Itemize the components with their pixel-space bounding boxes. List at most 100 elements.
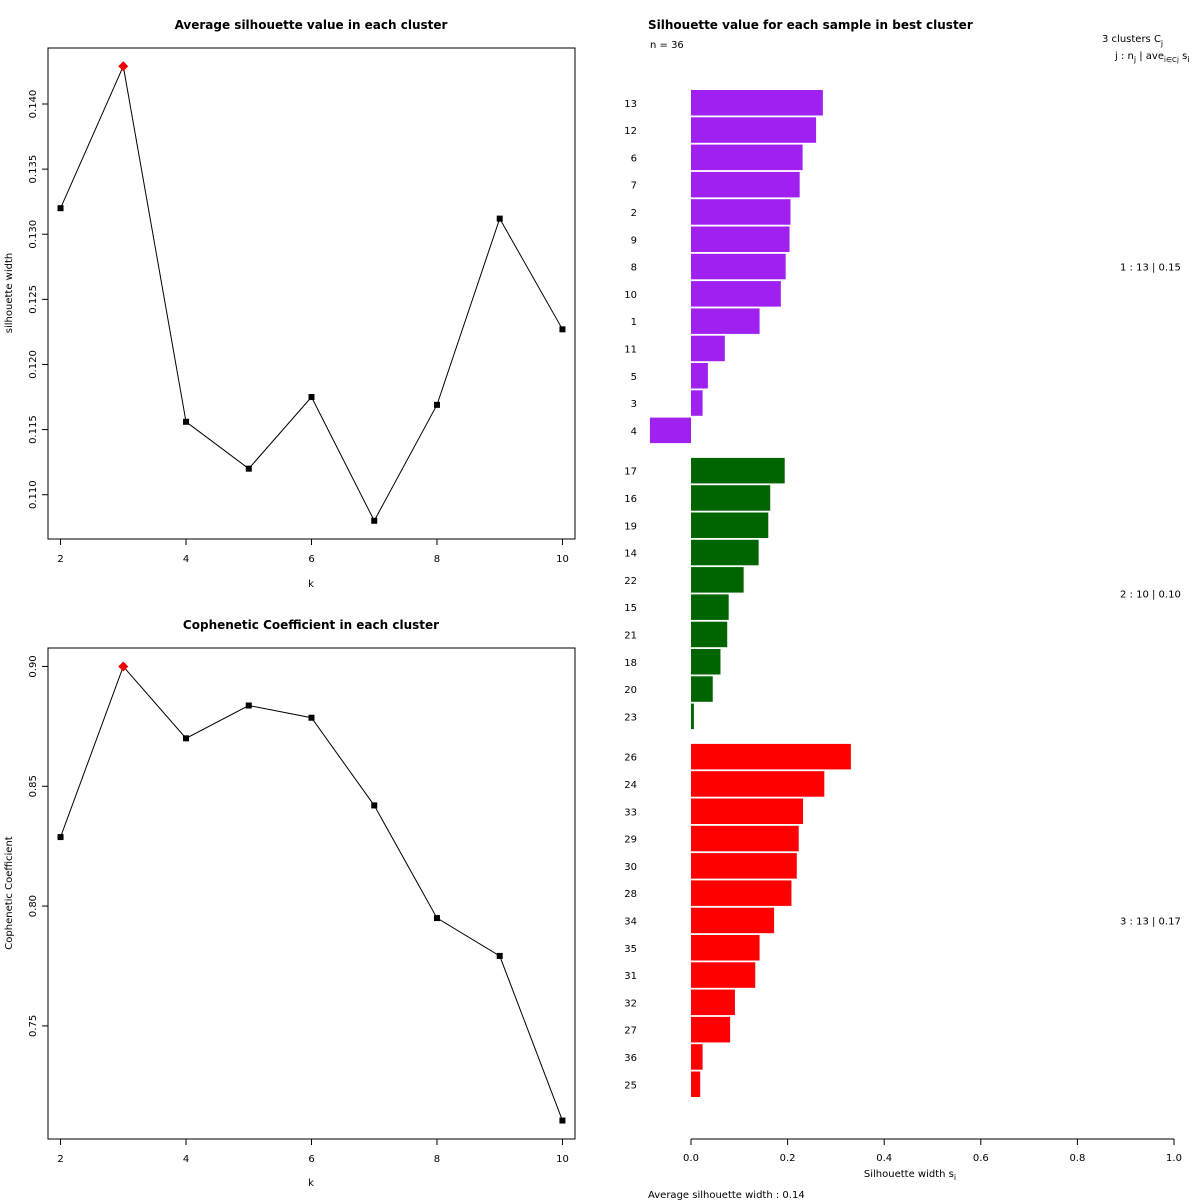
- silhouette-bar: [691, 1016, 731, 1043]
- data-point: [433, 915, 440, 922]
- silhouette-bar: [691, 90, 823, 116]
- sample-label: 22: [624, 576, 637, 587]
- x-tick-label: 8: [434, 554, 440, 565]
- data-point: [559, 1117, 566, 1124]
- sample-label: 19: [624, 521, 637, 532]
- silhouette-bar: [691, 743, 851, 770]
- silhouette-bar: [691, 567, 744, 593]
- data-point: [433, 401, 440, 408]
- cophenetic-x-label: k: [308, 1178, 314, 1189]
- silhouette-bar: [691, 335, 725, 362]
- data-point: [57, 834, 64, 841]
- sample-label: 7: [631, 181, 637, 192]
- series-line: [60, 64, 563, 522]
- data-point: [496, 952, 503, 959]
- x-tick-label: 4: [183, 1154, 189, 1165]
- y-tick-label: 0.130: [28, 220, 39, 249]
- silhouette-bar: [691, 485, 771, 511]
- y-tick-label: 0.120: [28, 350, 39, 379]
- silhouette-bar: [691, 117, 817, 143]
- silhouette-bar: [691, 1044, 703, 1070]
- x-tick-label: 2: [57, 1154, 63, 1165]
- sample-label: 14: [624, 549, 637, 560]
- data-point: [245, 465, 252, 472]
- silhouette-bar: [691, 825, 799, 852]
- silhouette-line-chart: Average silhouette value in each cluster…: [4, 18, 576, 590]
- cophenetic-series: [57, 661, 566, 1124]
- sample-label: 30: [624, 862, 637, 873]
- series-line: [60, 665, 563, 1121]
- silhouette-bar: [691, 907, 775, 934]
- cophenetic-y-label: Cophenetic Coefficient: [4, 836, 15, 949]
- silhouette-bar: [691, 880, 792, 906]
- silhouette-bar: [691, 771, 825, 797]
- sample-label: 32: [624, 998, 637, 1009]
- sample-label: 26: [624, 753, 637, 764]
- x-tick-label: 8: [434, 1154, 440, 1165]
- cophenetic-line-chart: Cophenetic Coefficient in each cluster 2…: [4, 618, 576, 1189]
- bar-x-tick-label: 0.8: [1069, 1153, 1085, 1164]
- y-tick-label: 0.135: [28, 155, 39, 184]
- sample-label: 16: [624, 494, 637, 505]
- y-tick-label: 0.140: [28, 90, 39, 119]
- sample-label: 20: [624, 685, 637, 696]
- sample-label: 8: [631, 263, 637, 274]
- silhouette-bar: [691, 798, 804, 824]
- silhouette-y-label: silhouette width: [4, 253, 15, 333]
- bar-chart-title: Silhouette value for each sample in best…: [648, 18, 973, 32]
- silhouette-bar: [691, 308, 760, 334]
- sample-label: 23: [624, 712, 637, 723]
- sample-label: 10: [624, 290, 637, 301]
- silhouette-x-label: k: [308, 579, 314, 590]
- silhouette-bar: [691, 390, 703, 416]
- sample-label: 29: [624, 835, 637, 846]
- bar-x-tick-label: 0.0: [683, 1153, 699, 1164]
- data-point: [371, 517, 378, 524]
- legend-header-columns: j : nj | avei∈Cj si: [1114, 51, 1190, 64]
- data-point: [57, 205, 64, 212]
- silhouette-bar: [691, 989, 735, 1016]
- best-k-marker: [118, 61, 129, 72]
- bar-x-tick-label: 1.0: [1166, 1153, 1182, 1164]
- legend-header-clusters: 3 clusters Cj: [1102, 34, 1163, 48]
- silhouette-x-axis: 2 4 6 8 10: [57, 538, 569, 565]
- sample-label: 11: [624, 344, 637, 355]
- y-tick-label: 0.75: [28, 1015, 39, 1037]
- cophenetic-chart-title: Cophenetic Coefficient in each cluster: [183, 618, 439, 632]
- y-tick-label: 0.125: [28, 285, 39, 314]
- sample-label: 2: [631, 208, 637, 219]
- y-tick-label: 0.80: [28, 895, 39, 917]
- x-tick-label: 6: [308, 1154, 314, 1165]
- x-tick-label: 6: [308, 554, 314, 565]
- data-point: [245, 702, 252, 709]
- sample-label: 4: [631, 426, 637, 437]
- sample-label: 1: [631, 317, 637, 328]
- silhouette-bar: [691, 226, 790, 252]
- average-silhouette-footer: Average silhouette width : 0.14: [648, 1190, 805, 1200]
- sample-label: 9: [631, 235, 637, 246]
- sample-label: 25: [624, 1080, 637, 1091]
- silhouette-bar: [691, 144, 803, 171]
- silhouette-bar: [691, 703, 694, 730]
- data-point: [559, 326, 566, 333]
- sample-label: 6: [631, 153, 637, 164]
- silhouette-chart-title: Average silhouette value in each cluster: [175, 18, 448, 32]
- cophenetic-x-axis: 2 4 6 8 10: [57, 1138, 569, 1165]
- silhouette-bar: [691, 539, 759, 566]
- sample-label: 28: [624, 889, 637, 900]
- bar-x-tick-label: 0.6: [973, 1153, 989, 1164]
- silhouette-bar: [691, 962, 756, 988]
- silhouette-bar: [691, 621, 728, 648]
- cophenetic-y-axis: 0.75 0.80 0.85 0.90: [28, 655, 48, 1037]
- silhouette-bar: [691, 676, 713, 702]
- silhouette-bar-chart: Silhouette value for each sample in best…: [624, 18, 1189, 1200]
- silhouette-bar: [691, 594, 729, 620]
- sample-label: 5: [631, 372, 637, 383]
- y-tick-label: 0.115: [28, 415, 39, 444]
- data-point: [308, 394, 315, 401]
- sample-label: 3: [631, 399, 637, 410]
- silhouette-bar: [691, 253, 786, 280]
- data-point: [371, 802, 378, 809]
